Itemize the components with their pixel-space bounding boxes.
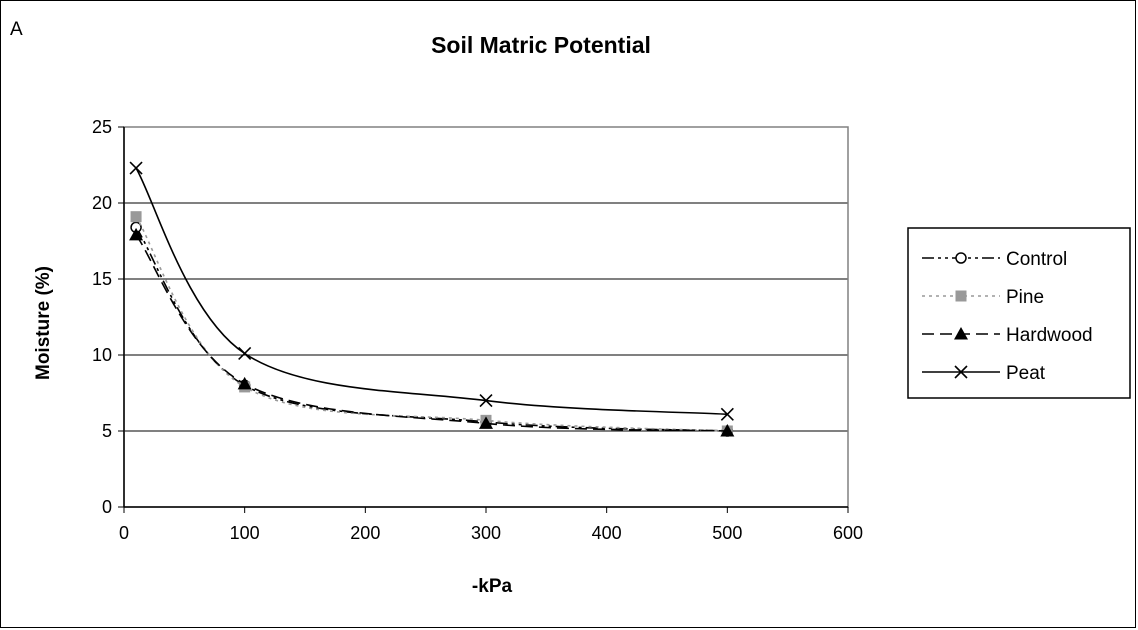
- marker-stroke: [479, 394, 493, 408]
- y-tick-label: 15: [92, 269, 112, 289]
- legend-box: [907, 227, 1131, 399]
- legend-marker: [954, 365, 968, 379]
- legend-marker: [955, 290, 967, 302]
- marker-stroke: [238, 346, 252, 361]
- legend-label: Hardwood: [1006, 325, 1093, 346]
- legend-label: Pine: [1006, 287, 1044, 308]
- y-ticks: 0 5 10 15 20 25: [92, 117, 124, 517]
- series-line-pine: [135, 216, 728, 432]
- y-tick-label: 5: [102, 421, 112, 441]
- y-tick-label: 25: [92, 117, 112, 137]
- series-line-peat: [135, 167, 728, 416]
- x-tick-label: 200: [350, 523, 380, 543]
- legend-marker: [954, 327, 968, 340]
- series-line-hardwood: [135, 234, 728, 432]
- data-point-hardwood: [720, 424, 735, 437]
- data-point-peat: [479, 394, 493, 408]
- y-axis-label: Moisture (%): [33, 266, 54, 380]
- panel-label: A: [10, 19, 23, 40]
- legend-label: Peat: [1006, 363, 1046, 384]
- data-point-hardwood: [129, 227, 144, 241]
- x-ticks: 0 100 200 300 400 500 600: [119, 507, 863, 543]
- x-tick-label: 0: [119, 523, 129, 543]
- plot-area: [123, 126, 849, 508]
- marker-stroke: [129, 161, 143, 175]
- marker-stroke: [954, 365, 968, 379]
- x-tick-label: 600: [833, 523, 863, 543]
- x-tick-label: 100: [230, 523, 260, 543]
- legend-item-control: Control: [922, 249, 1067, 270]
- series-control: [130, 221, 734, 437]
- data-point-peat: [238, 346, 252, 361]
- x-tick-label: 300: [471, 523, 501, 543]
- y-tick-label: 20: [92, 193, 112, 213]
- legend-label: Control: [1006, 249, 1067, 270]
- data-point-hardwood: [237, 376, 252, 390]
- chart-title: Soil Matric Potential: [431, 32, 651, 58]
- series-line-control: [135, 226, 728, 432]
- legend-item-peat: Peat: [922, 363, 1046, 384]
- x-tick-label: 400: [592, 523, 622, 543]
- series-hardwood: [129, 227, 735, 437]
- axes: [123, 126, 849, 508]
- y-tick-label: 0: [102, 497, 112, 517]
- x-tick-label: 500: [712, 523, 742, 543]
- data-point-pine: [130, 211, 142, 223]
- series-pine: [130, 211, 733, 437]
- legend: Control Pine Hardwood Peat: [907, 227, 1131, 399]
- legend-item-pine: Pine: [922, 287, 1044, 308]
- data-point-peat: [129, 161, 143, 175]
- grid-lines: [124, 126, 848, 432]
- legend-item-hardwood: Hardwood: [922, 325, 1093, 346]
- marker-stroke: [720, 407, 734, 421]
- y-tick-label: 10: [92, 345, 112, 365]
- legend-marker: [955, 252, 967, 264]
- x-axis-label: -kPa: [472, 576, 513, 597]
- series-peat: [129, 161, 734, 421]
- data-point-peat: [720, 407, 734, 421]
- series-layer: [129, 161, 735, 437]
- data-point-hardwood: [479, 416, 493, 429]
